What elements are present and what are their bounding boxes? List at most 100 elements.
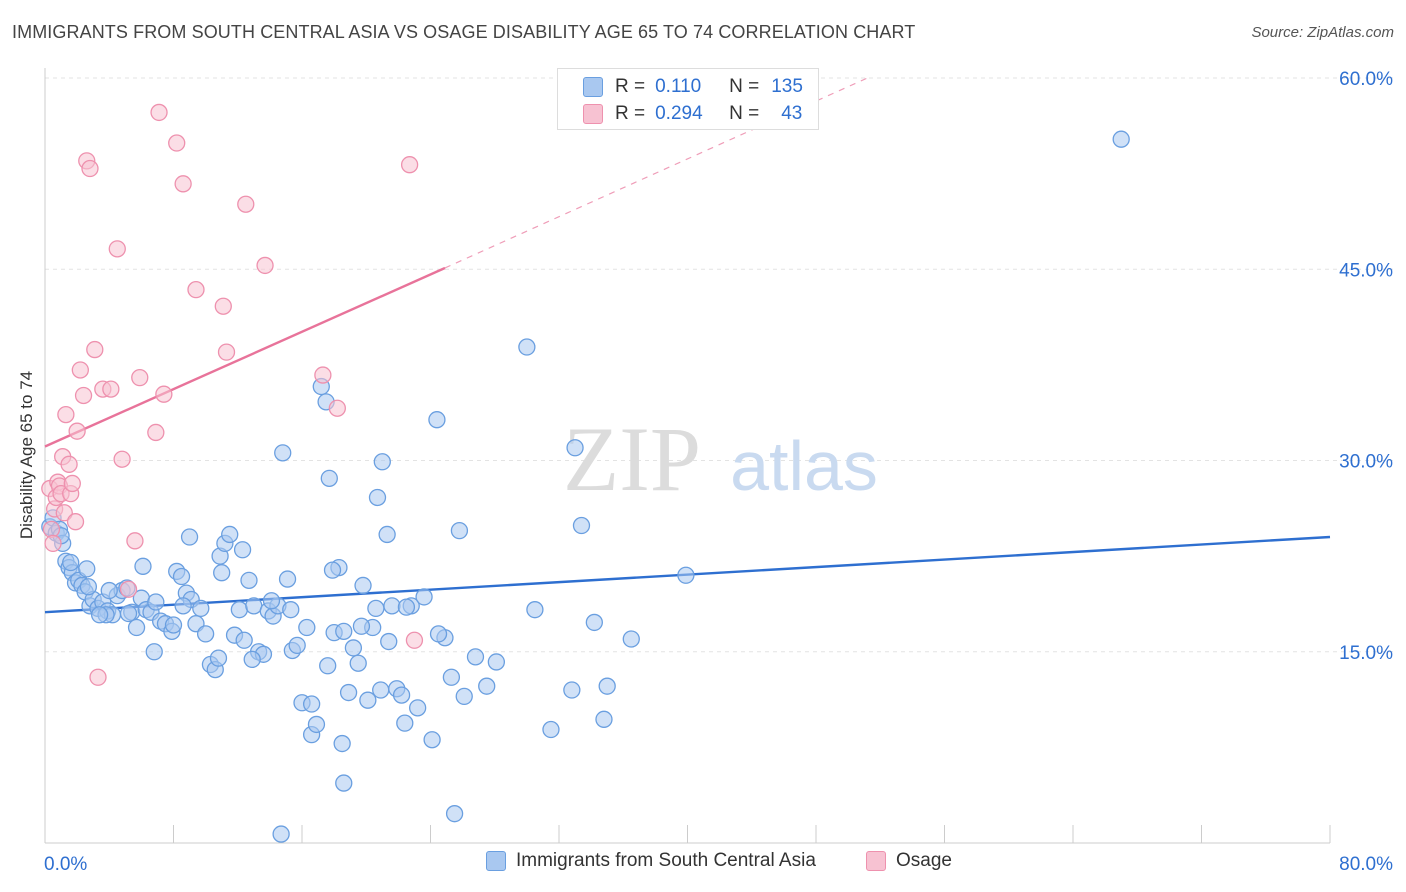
legend-swatch-pink xyxy=(866,851,886,871)
trendline-osage xyxy=(44,266,446,448)
point-south-central-asia xyxy=(335,774,353,792)
point-osage xyxy=(405,631,424,649)
bottom-legend: Immigrants from South Central Asia Osage xyxy=(0,850,1406,880)
point-osage xyxy=(74,386,93,405)
stats-n-label: N = xyxy=(729,103,760,124)
point-south-central-asia xyxy=(1112,130,1130,148)
point-osage xyxy=(81,159,99,178)
point-south-central-asia xyxy=(518,338,536,356)
stats-n-label: N = xyxy=(729,76,760,97)
y-axis-title: Disability Age 65 to 74 xyxy=(17,371,36,539)
point-south-central-asia xyxy=(134,557,152,575)
stats-r-label: R = xyxy=(615,76,646,97)
point-south-central-asia xyxy=(147,593,165,611)
point-south-central-asia xyxy=(396,714,414,732)
point-south-central-asia xyxy=(352,617,371,635)
point-south-central-asia xyxy=(354,576,372,595)
point-south-central-asia xyxy=(595,710,613,728)
point-osage xyxy=(217,343,236,361)
point-south-central-asia xyxy=(243,650,261,669)
point-south-central-asia xyxy=(90,606,109,624)
point-south-central-asia xyxy=(368,488,387,507)
stats-row-pink: R = 0.294 N = 43 xyxy=(583,100,802,128)
point-south-central-asia xyxy=(174,597,192,615)
point-south-central-asia xyxy=(445,805,464,823)
watermark: ZIP atlas xyxy=(563,408,878,510)
point-south-central-asia xyxy=(378,525,396,544)
point-osage xyxy=(155,385,173,403)
point-osage xyxy=(44,534,62,553)
grid-lines xyxy=(45,77,1393,653)
point-south-central-asia xyxy=(302,695,321,713)
point-south-central-asia xyxy=(344,639,363,657)
point-south-central-asia xyxy=(383,597,401,615)
point-south-central-asia xyxy=(397,598,416,616)
watermark-zip: ZIP xyxy=(563,408,701,510)
stats-legend-box: R = 0.110 N = 135 R = 0.294 N = 43 xyxy=(557,68,819,130)
x-tick-label-min: 0.0% xyxy=(44,854,87,875)
point-south-central-asia xyxy=(320,469,338,488)
point-south-central-asia xyxy=(245,597,263,615)
point-osage xyxy=(66,513,85,531)
point-south-central-asia xyxy=(349,654,367,672)
point-south-central-asia xyxy=(373,453,391,471)
point-osage xyxy=(150,103,168,122)
point-south-central-asia xyxy=(442,668,461,686)
stats-n-value: 135 xyxy=(771,76,803,97)
point-south-central-asia xyxy=(145,643,163,661)
legend-item-south-central-asia[interactable]: Immigrants from South Central Asia xyxy=(486,850,816,872)
point-south-central-asia xyxy=(100,581,118,600)
y-tick-label: 15.0% xyxy=(1339,643,1393,664)
point-osage xyxy=(328,399,346,417)
point-south-central-asia xyxy=(423,731,441,749)
point-south-central-asia xyxy=(367,599,385,618)
stats-r-value: 0.294 xyxy=(655,103,703,124)
point-south-central-asia xyxy=(307,715,326,734)
legend-item-osage[interactable]: Osage xyxy=(866,850,952,872)
point-south-central-asia xyxy=(380,632,398,651)
point-south-central-asia xyxy=(272,825,290,843)
point-osage xyxy=(147,423,165,442)
point-south-central-asia xyxy=(164,616,183,634)
point-south-central-asia xyxy=(429,625,448,643)
legend-swatch-blue xyxy=(486,851,506,871)
point-osage xyxy=(113,450,131,468)
legend-label: Immigrants from South Central Asia xyxy=(516,850,816,871)
point-south-central-asia xyxy=(79,578,98,596)
point-south-central-asia xyxy=(408,699,427,717)
watermark-atlas: atlas xyxy=(730,427,878,505)
point-south-central-asia xyxy=(209,649,228,667)
data-points xyxy=(41,103,1130,843)
point-osage xyxy=(187,280,205,299)
point-south-central-asia xyxy=(213,564,231,582)
stats-swatch-pink xyxy=(583,104,603,124)
point-osage xyxy=(131,368,149,387)
point-south-central-asia xyxy=(450,521,469,540)
point-south-central-asia xyxy=(62,553,80,572)
point-south-central-asia xyxy=(282,601,300,619)
point-south-central-asia xyxy=(172,567,191,586)
point-south-central-asia xyxy=(333,734,351,753)
point-south-central-asia xyxy=(566,439,584,457)
point-south-central-asia xyxy=(278,570,297,588)
y-tick-label: 30.0% xyxy=(1339,452,1393,473)
point-south-central-asia xyxy=(119,604,138,623)
point-osage xyxy=(102,380,120,398)
point-south-central-asia xyxy=(323,561,342,579)
point-south-central-asia xyxy=(526,601,544,619)
stats-row-blue: R = 0.110 N = 135 xyxy=(583,73,803,101)
point-osage xyxy=(108,240,126,258)
point-south-central-asia xyxy=(274,444,292,462)
x-tick-label-max: 80.0% xyxy=(1339,854,1393,875)
chart-source: Source: ZipAtlas.com xyxy=(1251,24,1394,41)
point-osage xyxy=(71,361,89,379)
point-osage xyxy=(57,405,75,424)
stats-swatch-blue xyxy=(583,77,603,97)
point-osage xyxy=(314,366,332,384)
point-south-central-asia xyxy=(339,683,358,702)
point-south-central-asia xyxy=(298,618,316,637)
point-south-central-asia xyxy=(127,618,146,637)
point-south-central-asia xyxy=(487,653,506,671)
point-south-central-asia xyxy=(428,411,446,429)
